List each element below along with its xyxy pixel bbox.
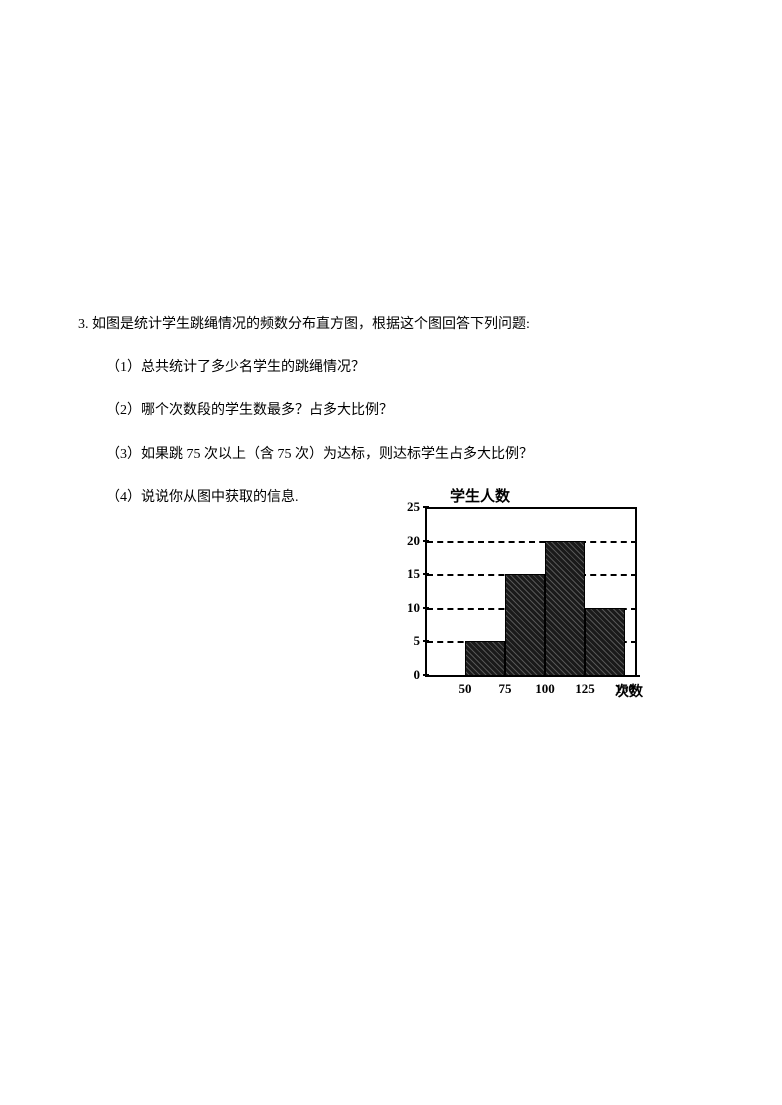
y-tick: [423, 506, 429, 508]
x-tick-label: 150: [610, 681, 640, 697]
question-1: （1）总共统计了多少名学生的跳绳情况？: [78, 355, 708, 380]
y-tick-label: 20: [398, 533, 420, 549]
problem-intro: 3. 如图是统计学生跳绳情况的频数分布直方图，根据这个图回答下列问题:: [78, 312, 708, 337]
y-tick-label: 0: [398, 667, 420, 683]
x-axis: [425, 675, 640, 677]
problem-number: 3.: [78, 317, 89, 332]
histogram-bar: [545, 541, 585, 675]
x-tick-label: 100: [530, 681, 560, 697]
y-tick-label: 10: [398, 600, 420, 616]
y-axis-title: 学生人数: [450, 485, 510, 506]
x-tick-label: 50: [450, 681, 480, 697]
x-tick-label: 75: [490, 681, 520, 697]
question-3: （3）如果跳 75 次以上（含 75 次）为达标，则达标学生占多大比例？: [78, 442, 708, 467]
y-tick-label: 5: [398, 633, 420, 649]
histogram-bar: [585, 608, 625, 675]
problem-text: 如图是统计学生跳绳情况的频数分布直方图，根据这个图回答下列问题:: [92, 317, 530, 332]
y-tick-label: 15: [398, 566, 420, 582]
histogram-chart: 学生人数 次数 05101520255075100125150: [395, 485, 665, 735]
gridline: [427, 541, 637, 543]
y-tick: [423, 674, 429, 676]
y-axis: [425, 507, 427, 677]
histogram-bar: [505, 574, 545, 675]
question-2: （2）哪个次数段的学生数最多？占多大比例？: [78, 398, 708, 423]
y-tick-label: 25: [398, 499, 420, 515]
histogram-bar: [465, 641, 505, 675]
x-tick-label: 125: [570, 681, 600, 697]
